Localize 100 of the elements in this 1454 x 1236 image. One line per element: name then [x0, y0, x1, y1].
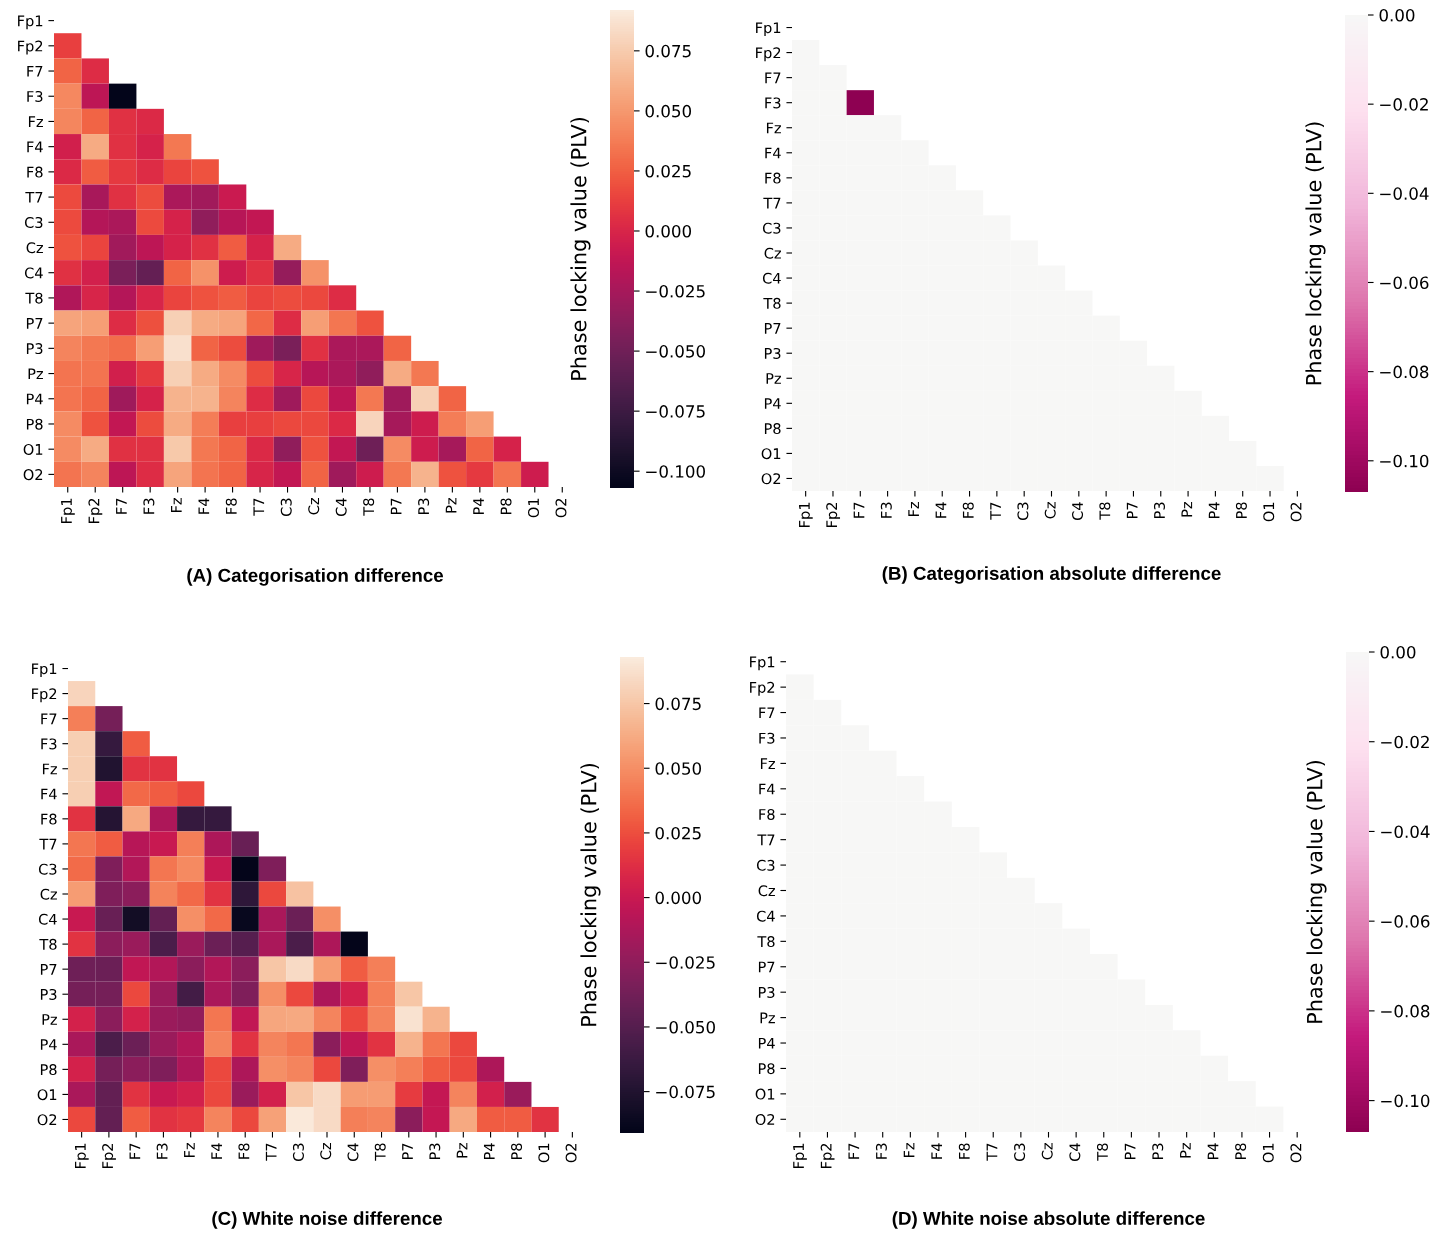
y-tick-label: F3	[41, 738, 57, 750]
text: (D) White noise absolute difference	[892, 1211, 1205, 1229]
x-tick-label: T7	[253, 498, 265, 516]
x-tick-label: T8	[1099, 502, 1111, 520]
x-tick-label: F8	[958, 1143, 970, 1159]
color-bar-title: Phase locking value (PLV)	[570, 117, 591, 380]
x-tick-label: Cz	[308, 498, 320, 515]
color-bar-label: −0.02	[1380, 98, 1428, 111]
y-tick-label: O2	[23, 469, 43, 481]
y-tick-label: O1	[37, 1089, 57, 1101]
x-tick-label: F3	[880, 502, 892, 518]
x-tick-label: Fz	[184, 1143, 195, 1158]
x-tick-label: Fp1	[75, 1143, 89, 1168]
y-tick-label: P4	[758, 1037, 775, 1049]
y-tick-label: Fz	[28, 116, 43, 127]
x-tick-label: C4	[335, 498, 347, 517]
color-bar-label: 0.050	[645, 104, 692, 118]
y-tick-label: P8	[40, 1064, 57, 1076]
color-bar-label: −0.04	[1380, 187, 1429, 200]
y-tick-label: P7	[40, 964, 57, 975]
color-bar-label: 0.00	[1380, 645, 1416, 659]
y-tick-label: C4	[756, 910, 775, 922]
x-tick-label: F3	[156, 1143, 168, 1159]
y-tick-label: Cz	[758, 885, 775, 897]
y-tick-label: Cz	[40, 888, 57, 900]
x-tick-label: C4	[347, 1143, 359, 1162]
y-tick-label: T7	[25, 191, 43, 203]
y-tick-label: Fp1	[18, 15, 43, 30]
x-tick-label: P7	[402, 1143, 413, 1160]
color-bar-label: −0.02	[1381, 735, 1429, 749]
x-tick-label: O2	[565, 1143, 577, 1163]
x-tick-label: O2	[1290, 1143, 1302, 1163]
y-tick-label: C3	[756, 859, 775, 871]
x-tick-label: P4	[1207, 1143, 1219, 1160]
x-tick-label: F3	[143, 498, 155, 514]
y-tick-label: P7	[764, 323, 781, 334]
y-tick-label: T8	[757, 936, 775, 948]
y-tick-label: P7	[758, 961, 775, 973]
x-tick-label: Pz	[445, 498, 457, 513]
x-tick-label: F8	[225, 498, 237, 514]
y-tick-label: T7	[757, 834, 775, 846]
color-bar-label: −0.050	[656, 1020, 715, 1034]
x-tick-label: P4	[473, 498, 484, 515]
x-tick-label: C3	[292, 1143, 304, 1162]
x-tick-label: F8	[238, 1143, 250, 1159]
color-bar-label: 0.025	[655, 826, 701, 840]
y-tick-label: Fp2	[18, 40, 43, 55]
x-tick-label: Fp1	[799, 502, 813, 527]
color-bar-label: 0.00	[1379, 8, 1415, 22]
x-tick-label: O1	[1263, 502, 1275, 522]
y-tick-label: F3	[27, 90, 43, 102]
x-tick-label: T8	[1096, 1143, 1108, 1161]
x-tick-label: F7	[116, 498, 127, 514]
y-tick-label: O2	[761, 473, 781, 485]
y-tick-label: F7	[27, 65, 43, 77]
y-tick-label: P3	[758, 986, 775, 998]
color-bar-label: −0.100	[646, 465, 705, 478]
y-tick-label: P7	[26, 318, 43, 329]
y-tick-label: F4	[759, 783, 775, 795]
x-tick-label: Fp1	[61, 498, 75, 523]
color-bar-label: 0.075	[655, 697, 701, 711]
y-tick-label: C3	[38, 863, 57, 875]
color-bar-title: Phase locking value (PLV)	[580, 763, 601, 1026]
x-tick-label: C3	[280, 498, 292, 517]
y-tick-label: Fp2	[756, 47, 781, 62]
x-tick-label: F4	[931, 1143, 942, 1159]
color-bar-label: −0.025	[646, 285, 705, 298]
y-tick-label: Fp1	[32, 663, 57, 678]
y-tick-label: P3	[26, 343, 43, 355]
y-tick-label: F8	[765, 172, 781, 184]
color-bar-label: −0.075	[656, 1085, 715, 1099]
y-tick-label: O1	[23, 443, 43, 455]
text: (B) Categorisation absolute difference	[882, 566, 1221, 584]
x-tick-label: P7	[1124, 1143, 1136, 1160]
y-tick-label: P3	[40, 988, 57, 1000]
y-tick-label: C4	[38, 913, 57, 925]
x-tick-label: Pz	[1180, 1143, 1191, 1158]
y-tick-label: Fp2	[750, 681, 775, 696]
color-bar-label: −0.08	[1380, 365, 1429, 379]
x-tick-label: Fp2	[102, 1143, 116, 1168]
color-bar-label: −0.06	[1381, 915, 1430, 928]
color-bar-label: −0.025	[656, 956, 715, 969]
x-tick-label: P3	[429, 1143, 441, 1160]
y-tick-label: Fp1	[756, 22, 781, 37]
y-tick-label: Fz	[760, 758, 775, 769]
x-tick-label: F3	[875, 1143, 887, 1159]
x-tick-label: F7	[848, 1143, 860, 1159]
x-tick-label: O1	[527, 498, 540, 518]
x-tick-label: T7	[986, 1143, 998, 1161]
x-tick-label: Fp2	[826, 502, 841, 527]
x-tick-label: F4	[935, 502, 947, 518]
x-tick-label: Pz	[456, 1143, 468, 1158]
text: (A) Categorisation difference	[187, 568, 444, 586]
x-tick-label: C4	[1072, 502, 1084, 521]
y-tick-label: Pz	[42, 1014, 57, 1025]
y-tick-label: Cz	[764, 247, 781, 259]
x-tick-label: T7	[990, 502, 1001, 520]
x-tick-label: O1	[1262, 1143, 1274, 1163]
y-tick-label: P3	[764, 347, 781, 359]
x-tick-label: F4	[198, 498, 210, 514]
